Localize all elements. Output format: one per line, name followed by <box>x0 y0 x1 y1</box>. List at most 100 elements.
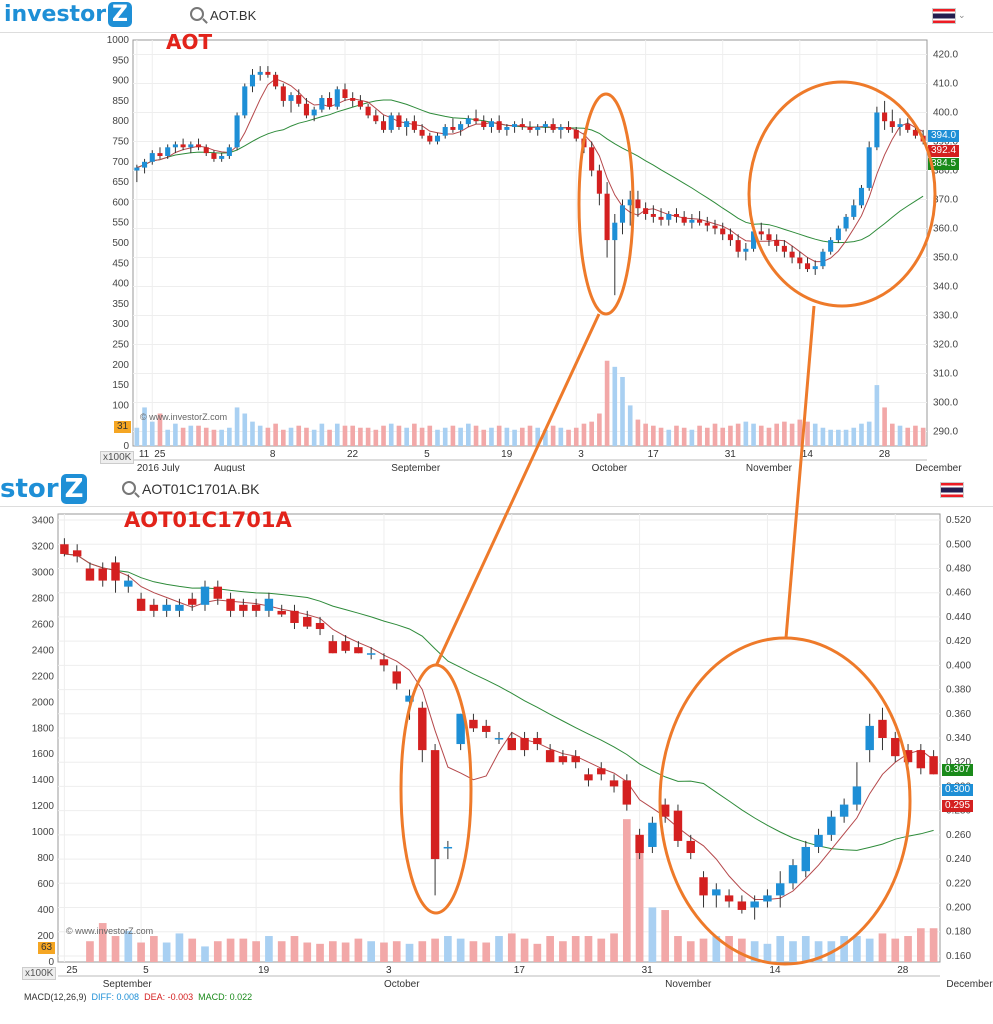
candle-body <box>878 719 887 738</box>
candle-body <box>187 598 197 605</box>
volume-bar <box>546 936 554 962</box>
volume-bar <box>316 943 324 962</box>
candle-body <box>134 167 140 171</box>
volume-bar <box>496 425 502 446</box>
y-right-tick-label: 310.0 <box>933 369 958 380</box>
volume-bar <box>651 425 656 446</box>
candle-body <box>681 216 687 223</box>
volume-bar <box>643 423 648 446</box>
top-ma-short-badge: 392.4 <box>928 145 960 157</box>
volume-bar <box>98 923 107 962</box>
top-search-input[interactable]: AOT.BK <box>210 8 257 23</box>
volume-bar <box>827 941 836 962</box>
volume-bar <box>211 429 217 446</box>
volume-bar <box>252 941 260 962</box>
x-date-label: 3 <box>578 449 584 460</box>
candle-body <box>609 780 619 787</box>
volume-bar <box>828 429 833 446</box>
bottom-search-box[interactable]: AOT01C1701A.BK <box>122 481 260 497</box>
volume-bar <box>612 366 618 446</box>
volume-bar <box>801 936 810 962</box>
volume-bar <box>620 376 625 446</box>
candle-body <box>827 816 836 835</box>
candle-body <box>903 750 913 763</box>
volume-bar <box>201 946 209 962</box>
volume-bar <box>157 413 163 446</box>
volume-bar <box>836 429 841 446</box>
y-right-tick-label: 330.0 <box>933 311 958 322</box>
x-date-label: 14 <box>802 449 814 460</box>
volume-bar <box>661 910 670 962</box>
candle-body <box>571 756 580 763</box>
volume-bar <box>173 423 178 446</box>
thai-flag-icon[interactable] <box>940 482 964 498</box>
chevron-down-icon[interactable]: ⌄ <box>958 10 966 20</box>
candle-body <box>481 725 491 732</box>
y-left-tick-label: 350 <box>112 299 129 310</box>
volume-bar <box>519 427 525 446</box>
volume-bar <box>566 429 571 446</box>
candle-body <box>527 127 533 130</box>
candle-body <box>712 889 721 896</box>
bottom-last-price-badge: 0.300 <box>942 784 974 796</box>
candle-body <box>249 74 256 87</box>
volume-bar <box>188 938 197 962</box>
thai-flag-icon[interactable] <box>932 8 956 24</box>
candle-body <box>627 199 633 206</box>
candle-body <box>648 822 657 847</box>
candle-body <box>622 780 632 805</box>
volume-bar <box>635 419 641 446</box>
y-left-tick-label: 900 <box>112 76 129 87</box>
volume-bar <box>257 425 263 446</box>
volume-bar <box>311 429 317 446</box>
y-left-tick-label: 1400 <box>32 775 55 786</box>
volume-bar <box>558 427 564 446</box>
candle-body <box>280 86 286 101</box>
candle-body <box>418 707 427 751</box>
top-search-box[interactable]: AOT.BK <box>190 7 256 23</box>
candle-body <box>814 834 823 847</box>
x-date-label: 19 <box>501 449 513 460</box>
candle-body <box>763 895 772 902</box>
volume-bar <box>766 427 772 446</box>
candle-body <box>239 604 248 611</box>
volume-bar <box>550 425 556 446</box>
search-icon <box>190 7 204 21</box>
volume-bar <box>342 425 348 446</box>
top-logo[interactable]: investor Z <box>4 2 132 27</box>
bottom-search-input[interactable]: AOT01C1701A.BK <box>142 481 260 497</box>
top-chart-title: AOT <box>166 30 213 54</box>
volume-bar <box>162 942 171 962</box>
volume-bar <box>891 938 900 962</box>
logo-text: investor <box>4 2 107 27</box>
search-icon <box>122 481 136 495</box>
y-right-tick-label: 0.500 <box>946 539 971 550</box>
y-left-tick-label: 300 <box>112 319 129 330</box>
x-date-label: 28 <box>897 965 909 976</box>
volume-bar <box>365 427 371 446</box>
y-left-tick-label: 3000 <box>32 567 55 578</box>
candle-body <box>366 653 376 655</box>
logo-z-mark: Z <box>108 2 132 27</box>
volume-bar <box>697 425 702 446</box>
y-left-tick-label: 700 <box>112 157 129 168</box>
y-left-tick-label: 400 <box>37 905 54 916</box>
volume-bar <box>150 936 158 962</box>
volume-bar <box>213 941 222 962</box>
volume-bar <box>180 427 186 446</box>
volume-bar <box>234 407 240 446</box>
y-right-tick-label: 0.380 <box>946 685 971 696</box>
candle-body <box>533 738 542 745</box>
y-right-tick-label: 0.420 <box>946 636 971 647</box>
x-month-label: December <box>915 463 962 474</box>
bottom-logo[interactable]: stor Z <box>0 474 88 504</box>
y-left-tick-label: 450 <box>112 258 129 269</box>
candle-body <box>758 231 764 235</box>
volume-bar <box>242 413 248 446</box>
volume-bar <box>412 423 417 446</box>
candle-body <box>481 121 487 127</box>
volume-bar <box>250 421 255 446</box>
candle-body <box>319 98 325 110</box>
candle-body <box>735 240 741 252</box>
volume-bar <box>571 936 580 962</box>
